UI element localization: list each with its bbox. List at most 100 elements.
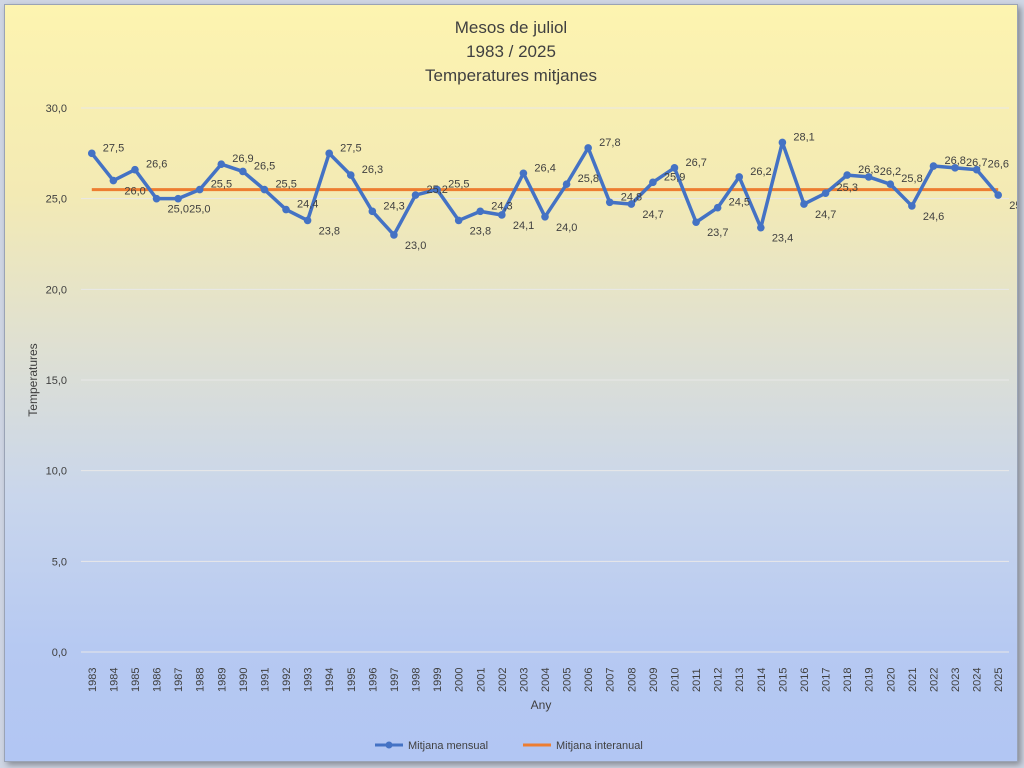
data-point	[195, 185, 204, 194]
data-point	[217, 160, 226, 169]
data-point	[498, 211, 506, 219]
data-label: 27,5	[103, 142, 124, 154]
data-label: 26,3	[858, 164, 879, 176]
chart-title-line-1: Mesos de juliol	[455, 18, 567, 37]
chart-frame: Mesos de juliol 1983 / 2025 Temperatures m…	[4, 4, 1018, 762]
x-tick-label: 2013	[734, 668, 746, 692]
x-tick-label: 1985	[130, 668, 142, 692]
data-point	[713, 203, 722, 212]
x-tick-label: 1991	[259, 668, 271, 692]
legend-dot-mitjana-mensual	[385, 741, 393, 749]
data-label: 24,6	[923, 211, 944, 223]
x-tick-label: 2006	[583, 668, 595, 692]
x-tick-label: 1993	[303, 668, 315, 692]
data-point	[87, 149, 96, 158]
legend-label-mitjana-mensual: Mitjana mensual	[408, 740, 488, 752]
data-label: 26,2	[880, 166, 901, 178]
data-label: 26,6	[146, 159, 167, 171]
data-label: 27,5	[340, 142, 361, 154]
data-label: 27,8	[599, 137, 620, 149]
data-label: 24,1	[513, 220, 534, 232]
data-point	[260, 185, 269, 194]
data-point	[843, 171, 851, 179]
y-tick-label: 10,0	[46, 466, 67, 478]
data-label: 23,8	[319, 225, 340, 237]
data-label: 24,0	[556, 222, 577, 234]
data-label: 24,5	[729, 197, 750, 209]
y-tick-label: 15,0	[46, 375, 67, 387]
data-label: 26,4	[534, 162, 555, 174]
x-tick-label: 1986	[152, 668, 164, 692]
x-tick-label: 1984	[108, 668, 120, 692]
data-label: 23,4	[772, 233, 793, 245]
data-label: 25,2	[427, 184, 448, 196]
data-point	[174, 194, 182, 203]
x-tick-label: 2016	[799, 668, 811, 692]
x-tick-label: 1999	[432, 668, 444, 692]
x-tick-label: 1987	[173, 668, 185, 692]
x-tick-label: 2022	[928, 668, 940, 692]
x-tick-label: 2018	[842, 668, 854, 692]
x-tick-label: 2015	[777, 668, 789, 692]
data-label: 25,5	[448, 179, 469, 191]
legend-label-mitjana-interanual: Mitjana interanual	[556, 740, 643, 752]
data-label: 24,3	[383, 200, 404, 212]
x-tick-label: 2014	[756, 668, 768, 692]
x-tick-label: 1998	[411, 668, 423, 692]
chart-title-line-2: 1983 / 2025	[466, 42, 556, 61]
data-point	[929, 162, 938, 170]
x-tick-label: 1994	[324, 668, 336, 692]
y-tick-label: 5,0	[52, 556, 67, 568]
data-point	[109, 176, 118, 185]
data-point	[994, 191, 1003, 199]
data-point	[627, 200, 636, 208]
data-label: 24,7	[815, 209, 836, 221]
data-point	[886, 180, 895, 188]
data-label: 23,8	[470, 225, 491, 237]
data-point	[908, 202, 916, 210]
x-tick-label: 1990	[238, 668, 250, 692]
data-label: 24,7	[642, 209, 663, 221]
x-tick-label: 1997	[389, 668, 401, 692]
data-point	[152, 194, 161, 203]
data-point	[541, 213, 549, 221]
data-point	[325, 149, 333, 158]
data-label: 25,8	[901, 173, 922, 185]
data-label: 25,9	[664, 171, 685, 183]
x-axis-title: Any	[531, 698, 552, 712]
data-point	[239, 167, 247, 176]
x-tick-label: 1988	[195, 668, 207, 692]
data-point	[476, 207, 485, 216]
x-tick-label: 2005	[562, 668, 574, 692]
data-point	[584, 144, 592, 152]
x-tick-label: 2001	[475, 668, 487, 692]
data-label: 25,2	[1009, 200, 1017, 212]
data-point	[411, 191, 420, 199]
x-tick-label: 2004	[540, 668, 552, 692]
x-tick-label: 2000	[454, 668, 466, 692]
data-point	[454, 216, 463, 225]
data-label: 26,5	[254, 160, 275, 172]
chart-title-line-3: Temperatures mitjanes	[425, 66, 597, 85]
x-tick-label: 2024	[972, 668, 984, 692]
x-tick-label: 2009	[648, 668, 660, 692]
data-point	[778, 138, 787, 147]
x-tick-label: 2019	[864, 668, 876, 692]
data-label: 25,0	[168, 204, 189, 216]
data-label: 24,3	[491, 200, 512, 212]
data-label: 26,3	[362, 164, 383, 176]
data-point	[757, 223, 765, 232]
data-label: 25,0	[189, 204, 210, 216]
x-tick-label: 2023	[950, 668, 962, 692]
data-label: 25,8	[578, 173, 599, 185]
data-label: 28,1	[793, 131, 814, 143]
data-point	[131, 165, 139, 174]
data-label: 25,5	[275, 179, 296, 191]
data-label: 26,6	[988, 159, 1009, 171]
data-point	[346, 171, 355, 179]
data-label: 24,8	[621, 191, 642, 203]
data-point	[864, 173, 873, 181]
data-label: 23,0	[405, 240, 426, 252]
data-point	[562, 180, 571, 188]
x-tick-label: 2007	[605, 668, 617, 692]
